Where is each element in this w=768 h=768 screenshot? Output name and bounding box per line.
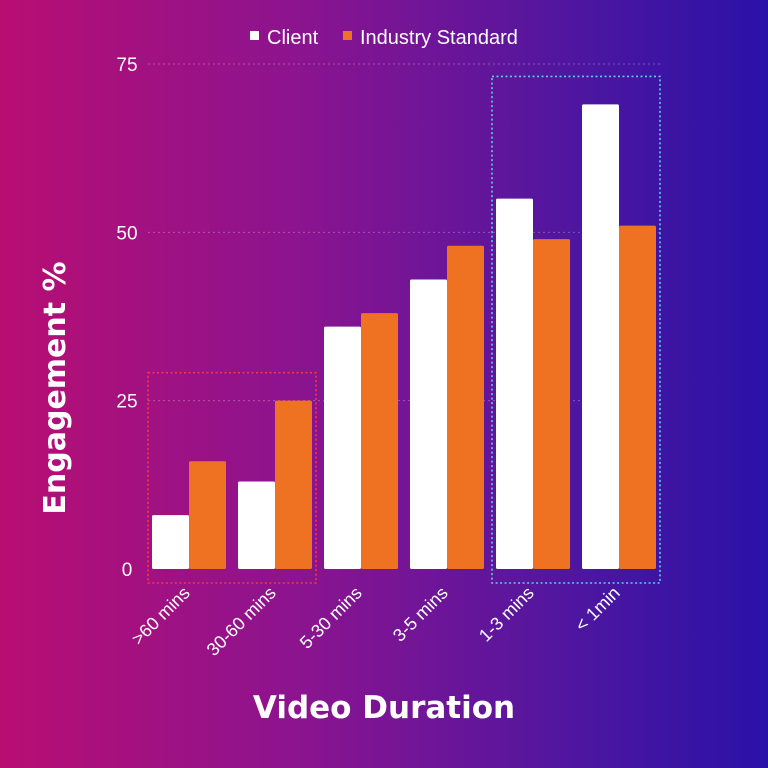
y-tick-label: 25 <box>116 392 137 413</box>
legend-label: Industry Standard <box>360 27 518 49</box>
bar-industry-standard <box>533 239 570 570</box>
x-axis-ticks: >60 mins 30-60 mins 5-30 mins 3-5 mins 1-3 m… <box>128 583 624 660</box>
y-axis-ticks: 0 25 50 75 <box>116 55 137 581</box>
y-tick-label: 75 <box>116 55 137 76</box>
legend-label: Client <box>267 27 319 49</box>
legend-swatch <box>343 31 352 40</box>
x-tick-label: < 1min <box>571 583 624 636</box>
bar-industry-standard <box>619 225 656 569</box>
x-tick-label: 5-30 mins <box>296 583 366 653</box>
x-tick-label: 3-5 mins <box>389 583 452 646</box>
bar-client <box>238 481 275 569</box>
x-tick-label: 30-60 mins <box>203 583 280 660</box>
y-axis-title: Engagement % <box>38 261 73 514</box>
legend: Client Industry Standard <box>250 27 518 49</box>
x-axis-title: Video Duration <box>253 690 515 726</box>
bar-industry-standard <box>361 313 398 569</box>
bar-client <box>410 279 447 569</box>
bar-industry-standard <box>447 245 484 570</box>
bar-client <box>582 104 619 570</box>
bar-client <box>496 198 533 569</box>
x-tick-label: >60 mins <box>128 583 194 649</box>
bar-client <box>324 326 361 569</box>
bar-industry-standard <box>275 400 312 569</box>
legend-swatch <box>250 31 259 40</box>
y-tick-label: 50 <box>116 223 137 244</box>
bar-industry-standard <box>189 461 226 569</box>
bars <box>152 104 656 570</box>
bar-client <box>152 515 189 569</box>
gridlines <box>148 63 662 402</box>
y-tick-label: 0 <box>122 560 133 581</box>
x-tick-label: 1-3 mins <box>475 583 538 646</box>
